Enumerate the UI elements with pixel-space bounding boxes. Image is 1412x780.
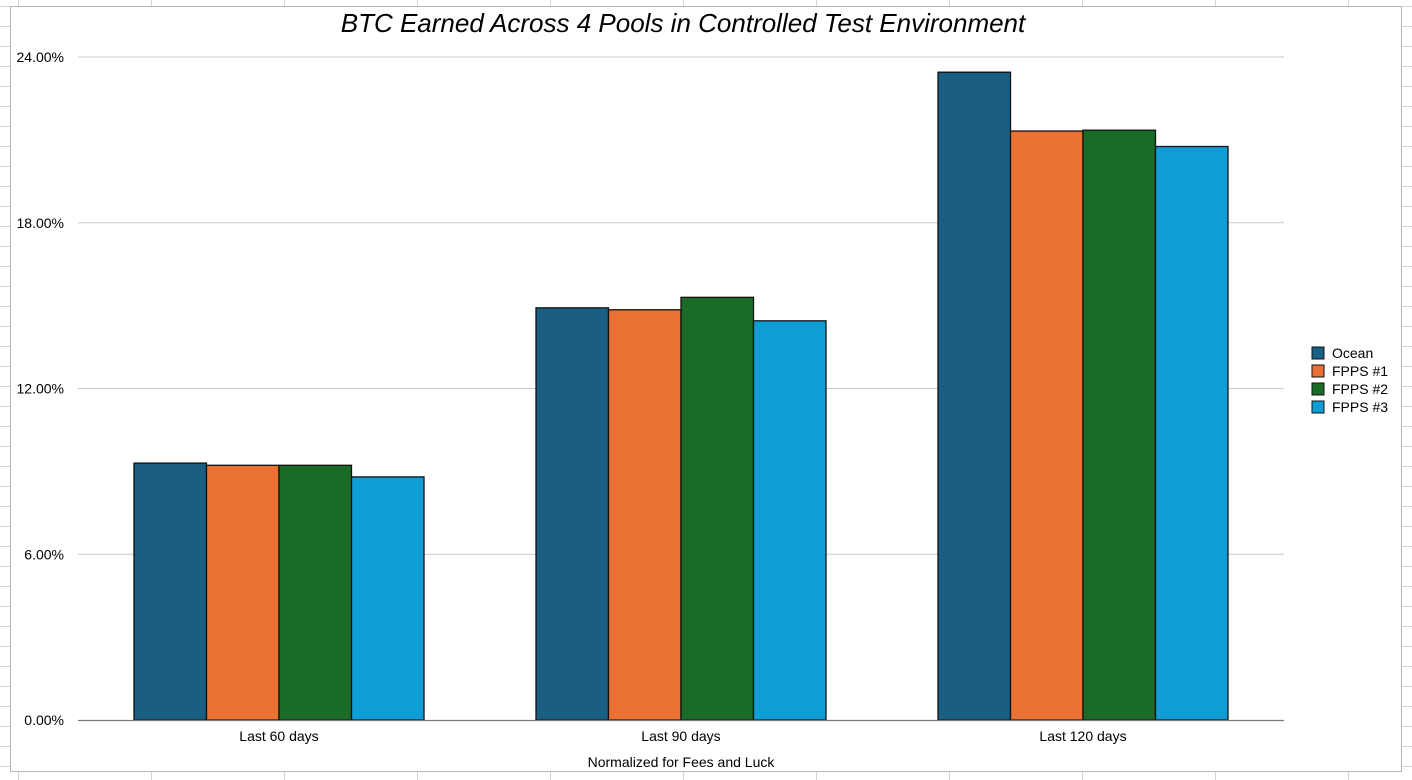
y-tick-label: 0.00% xyxy=(24,712,64,728)
bar-fpps-3-2 xyxy=(752,320,827,721)
legend-swatch xyxy=(1311,382,1325,396)
y-tick-label: 12.00% xyxy=(17,381,64,397)
x-axis-label: Normalized for Fees and Luck xyxy=(588,754,776,770)
legend-label: FPPS #1 xyxy=(1332,363,1388,379)
bar-fpps-2-1 xyxy=(278,464,353,721)
bar-fpps-1-2 xyxy=(607,309,682,721)
y-tick-label: 24.00% xyxy=(17,49,64,65)
bar-ocean-1 xyxy=(133,462,208,721)
bar-ocean-2 xyxy=(535,307,610,721)
bar-fpps-2-2 xyxy=(680,296,755,721)
bar-fpps-1-1 xyxy=(205,464,280,721)
y-axis-ticks: 0.00% 6.00% 12.00% 18.00% 24.00% xyxy=(17,49,64,728)
legend-swatch xyxy=(1311,400,1325,414)
legend-label: FPPS #3 xyxy=(1332,399,1388,415)
chart-title: BTC Earned Across 4 Pools in Controlled … xyxy=(341,8,1027,38)
bar-fpps-1-3 xyxy=(1009,130,1084,721)
bar-fpps-2-3 xyxy=(1082,129,1157,721)
bar-fpps-3-1 xyxy=(350,476,425,721)
x-tick-label: Last 90 days xyxy=(641,728,720,744)
legend-swatch xyxy=(1311,364,1325,378)
bar-fpps-3-3 xyxy=(1154,145,1229,721)
bar-ocean-3 xyxy=(937,71,1012,721)
y-tick-label: 18.00% xyxy=(17,215,64,231)
legend-swatch xyxy=(1311,346,1325,360)
x-tick-label: Last 120 days xyxy=(1039,728,1126,744)
legend-label: FPPS #2 xyxy=(1332,381,1388,397)
x-tick-label: Last 60 days xyxy=(239,728,318,744)
legend: Ocean FPPS #1 FPPS #2 FPPS #3 xyxy=(1311,345,1388,415)
x-axis-ticks: Last 60 days Last 90 days Last 120 days xyxy=(239,728,1126,744)
y-tick-label: 6.00% xyxy=(24,546,64,562)
bars xyxy=(133,71,1229,721)
legend-label: Ocean xyxy=(1332,345,1373,361)
